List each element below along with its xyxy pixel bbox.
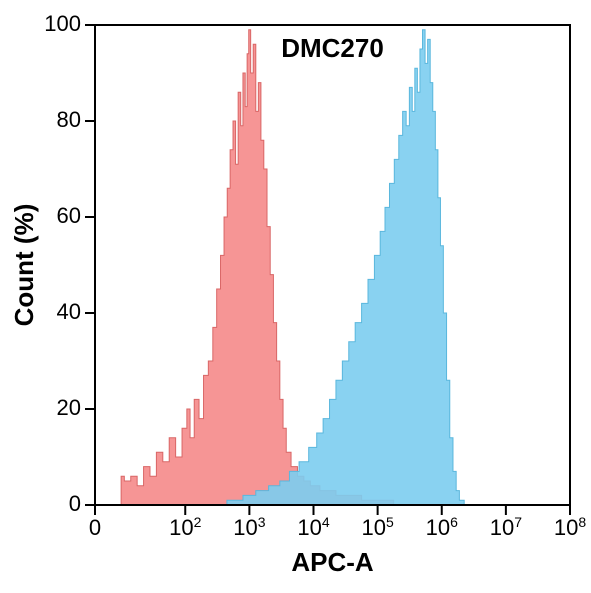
chart-title: DMC270	[281, 33, 384, 63]
y-tick-label: 80	[57, 107, 81, 132]
y-tick-label: 0	[69, 491, 81, 516]
y-tick-label: 40	[57, 299, 81, 324]
y-tick-label: 60	[57, 203, 81, 228]
y-axis-title: Count (%)	[9, 204, 39, 327]
flow-cytometry-histogram: 0204060801000102103104105106107108APC-AC…	[0, 0, 591, 593]
chart-svg: 0204060801000102103104105106107108APC-AC…	[0, 0, 591, 593]
y-tick-label: 20	[57, 395, 81, 420]
x-tick-label: 0	[89, 515, 101, 540]
y-tick-label: 100	[44, 11, 81, 36]
x-axis-title: APC-A	[291, 547, 374, 577]
